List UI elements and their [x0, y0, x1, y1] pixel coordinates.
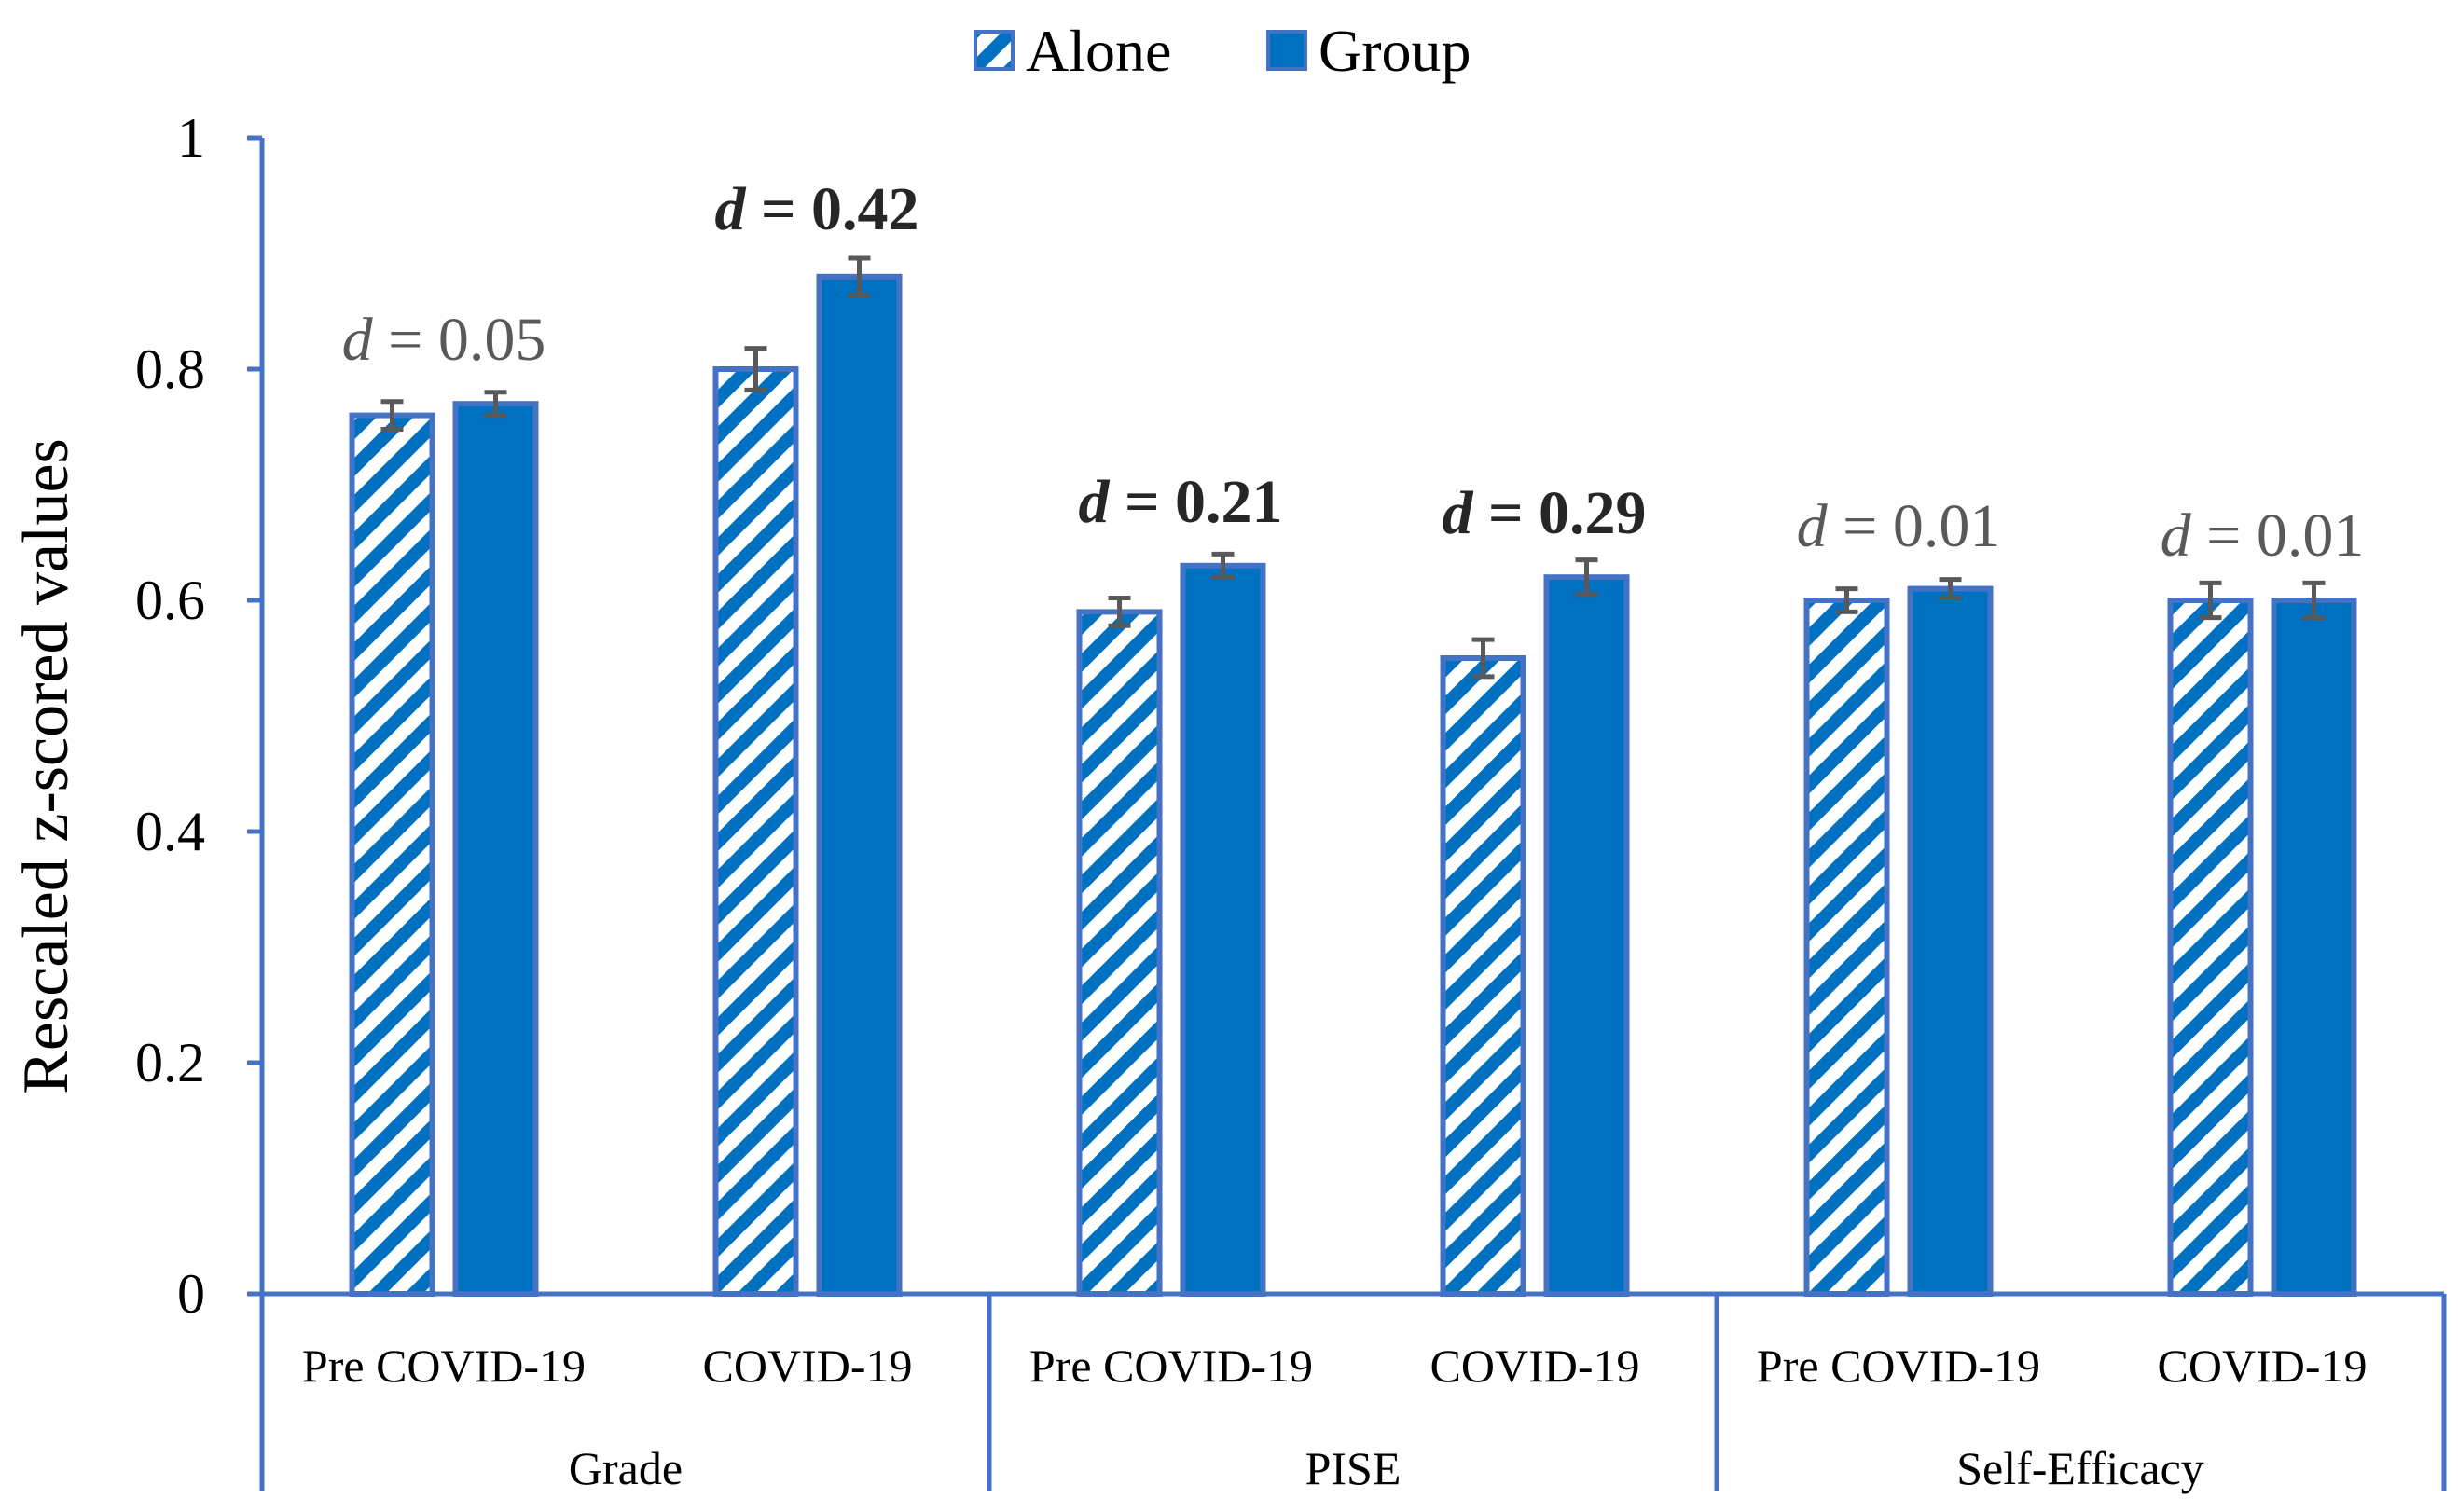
y-tick-labels: 0 0.2 0.4 0.6 0.8 1 — [135, 107, 205, 1325]
legend-swatch-group — [1266, 30, 1307, 71]
x-group-labels: Grade PISE Self-Efficacy — [569, 1442, 2204, 1494]
y-tick-label: 0.4 — [135, 801, 205, 862]
effect-size-annotation: d = 0.01 — [1797, 492, 2001, 560]
bar-group — [816, 273, 903, 1297]
legend-label-group: Group — [1319, 18, 1471, 84]
x-category-labels: Pre COVID-19 COVID-19 Pre COVID-19 COVID… — [302, 1340, 2368, 1392]
bar-alone — [349, 412, 435, 1298]
x-category-label: COVID-19 — [703, 1340, 913, 1392]
x-group-label-pise: PISE — [1305, 1442, 1402, 1494]
legend: Alone Group — [974, 18, 1471, 84]
y-tick-label: 0.8 — [135, 338, 205, 400]
effect-size-annotation: d = 0.05 — [342, 306, 546, 374]
bar-group — [452, 401, 539, 1297]
effect-size-annotation: d = 0.42 — [714, 175, 918, 243]
bar-alone — [712, 366, 799, 1297]
axes — [247, 135, 2447, 1491]
legend-label-alone: Alone — [1026, 18, 1171, 84]
effect-size-annotation: d = 0.01 — [2161, 502, 2365, 570]
y-axis-title: Rescaled z-scored values — [10, 438, 82, 1094]
bar-group — [1907, 585, 1994, 1297]
effect-size-annotation: d = 0.21 — [1078, 468, 1282, 536]
bar-group — [2271, 598, 2357, 1297]
y-tick-label: 0 — [177, 1263, 205, 1325]
x-category-label: Pre COVID-19 — [1029, 1340, 1313, 1392]
bar-group — [1180, 562, 1266, 1297]
bar-alone — [2167, 598, 2254, 1297]
bar-alone — [1076, 609, 1163, 1297]
bar-alone — [1803, 598, 1890, 1297]
y-tick-label: 1 — [177, 107, 205, 169]
x-category-label: COVID-19 — [2158, 1340, 2368, 1392]
legend-swatch-alone — [974, 30, 1015, 71]
bars — [349, 273, 2357, 1298]
error-bars — [380, 255, 2326, 680]
x-category-label: COVID-19 — [1430, 1340, 1640, 1392]
y-tick-label: 0.2 — [135, 1032, 205, 1093]
bar-group — [1543, 574, 1630, 1297]
y-tick-label: 0.6 — [135, 570, 205, 631]
bar-alone — [1440, 655, 1526, 1297]
x-category-label: Pre COVID-19 — [1757, 1340, 2040, 1392]
effect-size-annotation: d = 0.29 — [1442, 479, 1646, 547]
effect-size-annotations: d = 0.05 d = 0.42 d = 0.21 d = 0.29 d = … — [342, 175, 2365, 570]
x-group-label-self-efficacy: Self-Efficacy — [1956, 1442, 2204, 1494]
x-group-label-grade: Grade — [569, 1442, 683, 1494]
x-category-label: Pre COVID-19 — [302, 1340, 586, 1392]
